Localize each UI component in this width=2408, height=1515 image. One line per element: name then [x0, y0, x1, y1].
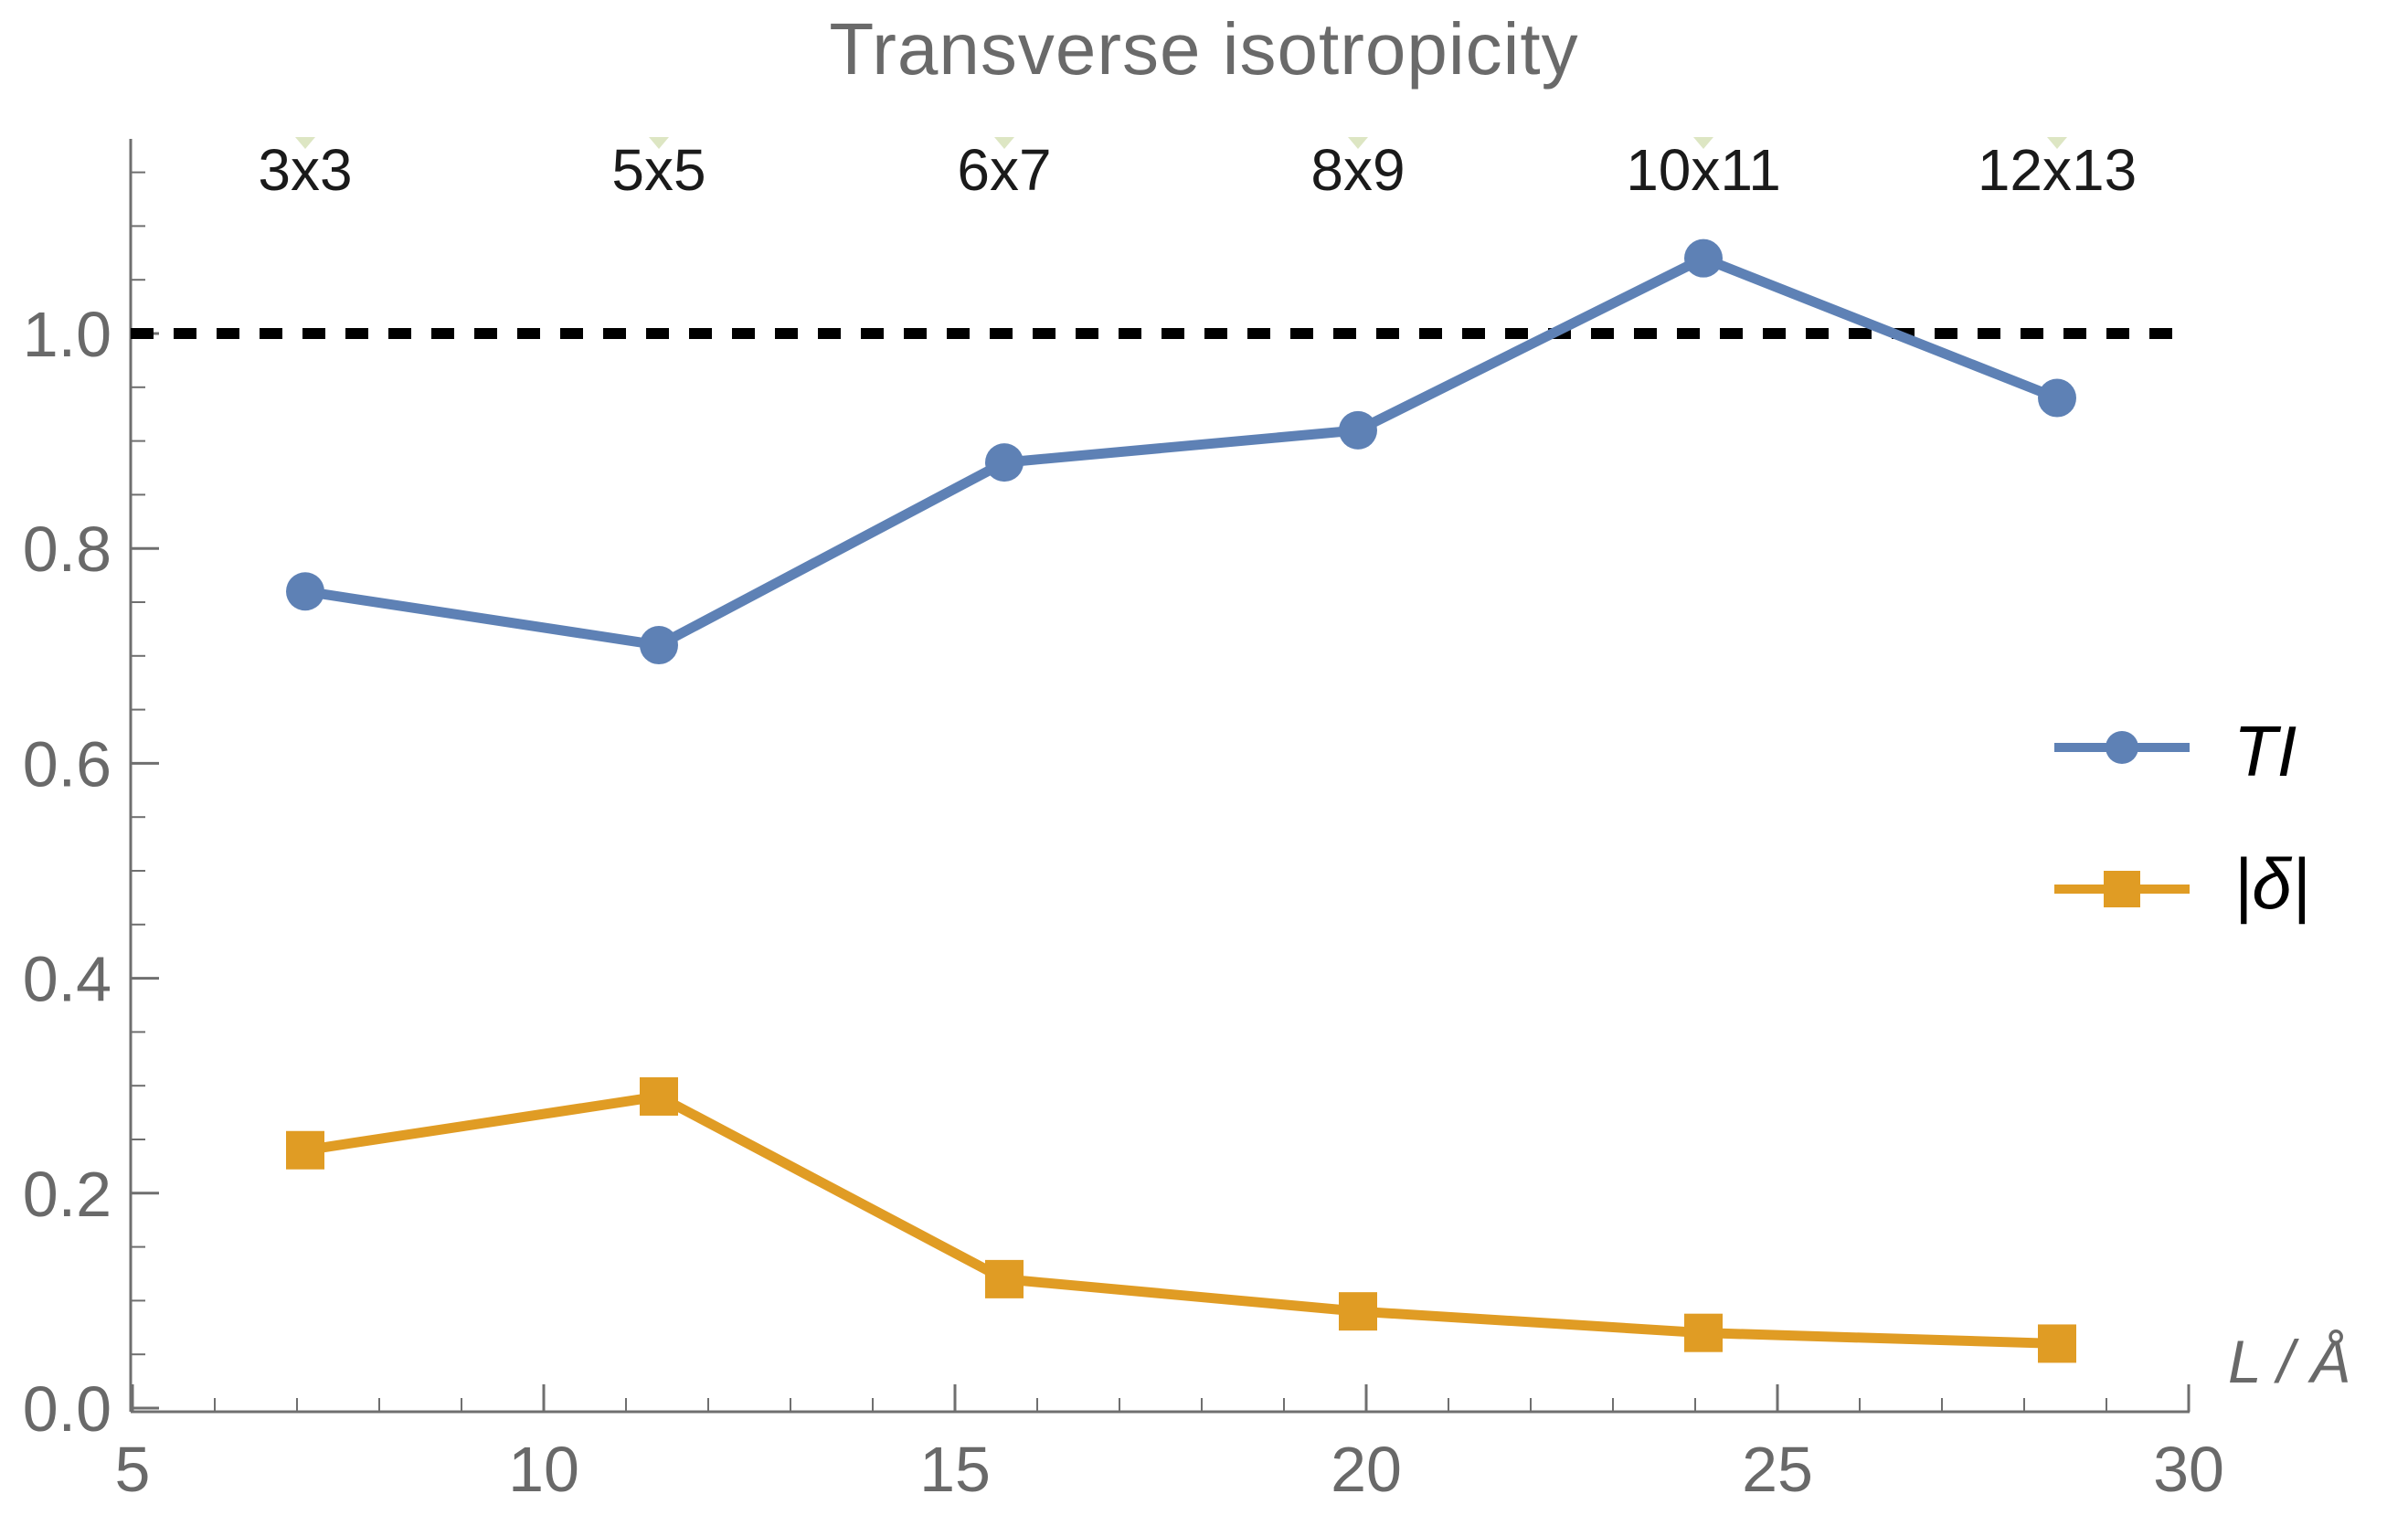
series-0-marker — [286, 572, 324, 611]
series-1-marker — [1684, 1313, 1723, 1352]
legend-label-ti: TI — [2233, 711, 2297, 791]
x-tick-label: 30 — [2153, 1434, 2224, 1505]
top-axis-tick-triangle-icon — [994, 137, 1014, 149]
x-tick-label: 15 — [919, 1434, 991, 1505]
top-axis-label: 12x13 — [1978, 137, 2137, 203]
series-0-marker — [1339, 410, 1377, 450]
x-tick-label: 25 — [1742, 1434, 1813, 1505]
series-line-1 — [304, 1091, 2058, 1349]
y-tick-label: 0.8 — [23, 514, 111, 585]
x-axis-label: L / Å — [2228, 1328, 2351, 1395]
top-axis-label: 3x3 — [258, 137, 352, 203]
series-line-0 — [304, 252, 2060, 651]
legend-marker-1 — [2104, 871, 2140, 907]
series-0-marker — [1684, 238, 1723, 278]
legend-marker-0 — [2106, 731, 2138, 764]
series-1-marker — [1339, 1292, 1377, 1331]
series-1-marker — [640, 1076, 678, 1116]
top-axis-label: 10x11 — [1626, 137, 1781, 203]
series-0-marker — [2038, 378, 2076, 418]
y-tick-label: 0.6 — [23, 728, 111, 800]
top-axis-label: 8x9 — [1310, 137, 1405, 203]
y-tick-label: 1.0 — [23, 299, 111, 370]
chart-title: Transverse isotropicity — [829, 8, 1579, 90]
x-tick-label: 5 — [115, 1434, 151, 1505]
series-1-marker — [286, 1130, 324, 1170]
y-tick-label: 0.4 — [23, 944, 111, 1015]
top-axis-label: 5x5 — [611, 137, 705, 203]
legend-label-delta: |δ| — [2233, 843, 2310, 924]
top-axis-tick-triangle-icon — [295, 137, 315, 149]
top-axis-tick-triangle-icon — [2047, 137, 2067, 149]
y-tick-label: 0.0 — [23, 1373, 111, 1445]
top-axis-tick-triangle-icon — [1693, 137, 1713, 149]
series-0-marker — [985, 443, 1024, 482]
series-0-marker — [640, 626, 678, 665]
series-1-marker — [985, 1259, 1024, 1298]
x-tick-label: 10 — [508, 1434, 579, 1505]
x-tick-label: 20 — [1331, 1434, 1402, 1505]
top-axis-tick-triangle-icon — [1348, 137, 1368, 149]
top-axis-tick-triangle-icon — [649, 137, 669, 149]
top-axis-label: 6x7 — [957, 137, 1051, 203]
y-tick-label: 0.2 — [23, 1159, 111, 1230]
series-1-marker — [2038, 1324, 2076, 1363]
